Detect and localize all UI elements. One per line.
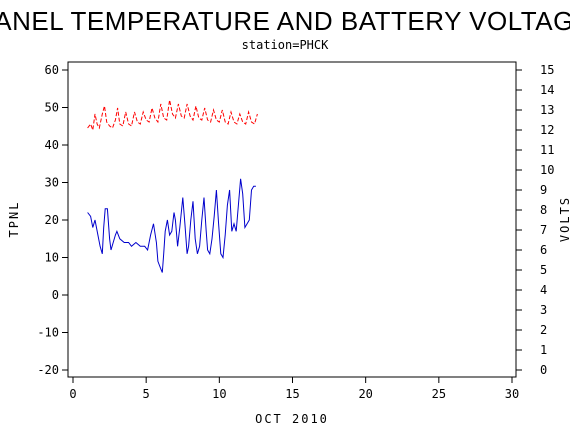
y-right-tick-label: 6 [540,243,547,257]
y-right-tick-label: 9 [540,183,547,197]
x-tick-label: 0 [69,387,76,401]
y-right-tick-label: 8 [540,203,547,217]
y-right-tick-label: 4 [540,283,547,297]
y-right-tick-label: 5 [540,263,547,277]
y-left-tick-label: 50 [45,101,59,115]
series-layer [87,99,258,273]
x-tick-label: 5 [143,387,150,401]
chart-title: PANEL TEMPERATURE AND BATTERY VOLTAGE [0,6,570,36]
y-right-tick-label: 10 [540,163,554,177]
x-tick-label: 20 [358,387,372,401]
chart-subtitle: station=PHCK [242,38,329,52]
y-right-tick-label: 11 [540,143,554,157]
y-right-tick-label: 12 [540,123,554,137]
x-axis-label: OCT 2010 [255,412,329,426]
y-right-tick-label: 2 [540,323,547,337]
y-left-tick-label: 0 [52,288,59,302]
y-left-tick-label: -10 [37,326,59,340]
y-right-tick-label: 1 [540,343,547,357]
y-right-tick-label: 14 [540,83,554,97]
y-right-tick-label: 0 [540,363,547,377]
volts-series-line [87,99,258,131]
y-axis-left: -20 -10 0 10 20 30 40 50 60 [37,63,68,377]
y-right-tick-label: 15 [540,63,554,77]
x-tick-label: 15 [285,387,299,401]
y-left-tick-label: -20 [37,363,59,377]
tpnl-series-line [87,178,256,273]
x-tick-label: 30 [505,387,519,401]
y-right-tick-label: 3 [540,303,547,317]
y-left-tick-label: 30 [45,176,59,190]
y-right-tick-label: 13 [540,103,554,117]
x-tick-label: 25 [432,387,446,401]
y-left-tick-label: 60 [45,63,59,77]
x-tick-label: 10 [212,387,226,401]
y-axis-left-label: TPNL [7,201,21,238]
plot-frame [67,61,517,378]
y-axis-right-label: VOLTS [558,196,570,242]
y-left-tick-label: 40 [45,138,59,152]
y-left-tick-label: 20 [45,213,59,227]
y-right-tick-label: 7 [540,223,547,237]
y-left-tick-label: 10 [45,251,59,265]
x-axis: 0 5 10 15 20 25 30 [69,377,519,401]
